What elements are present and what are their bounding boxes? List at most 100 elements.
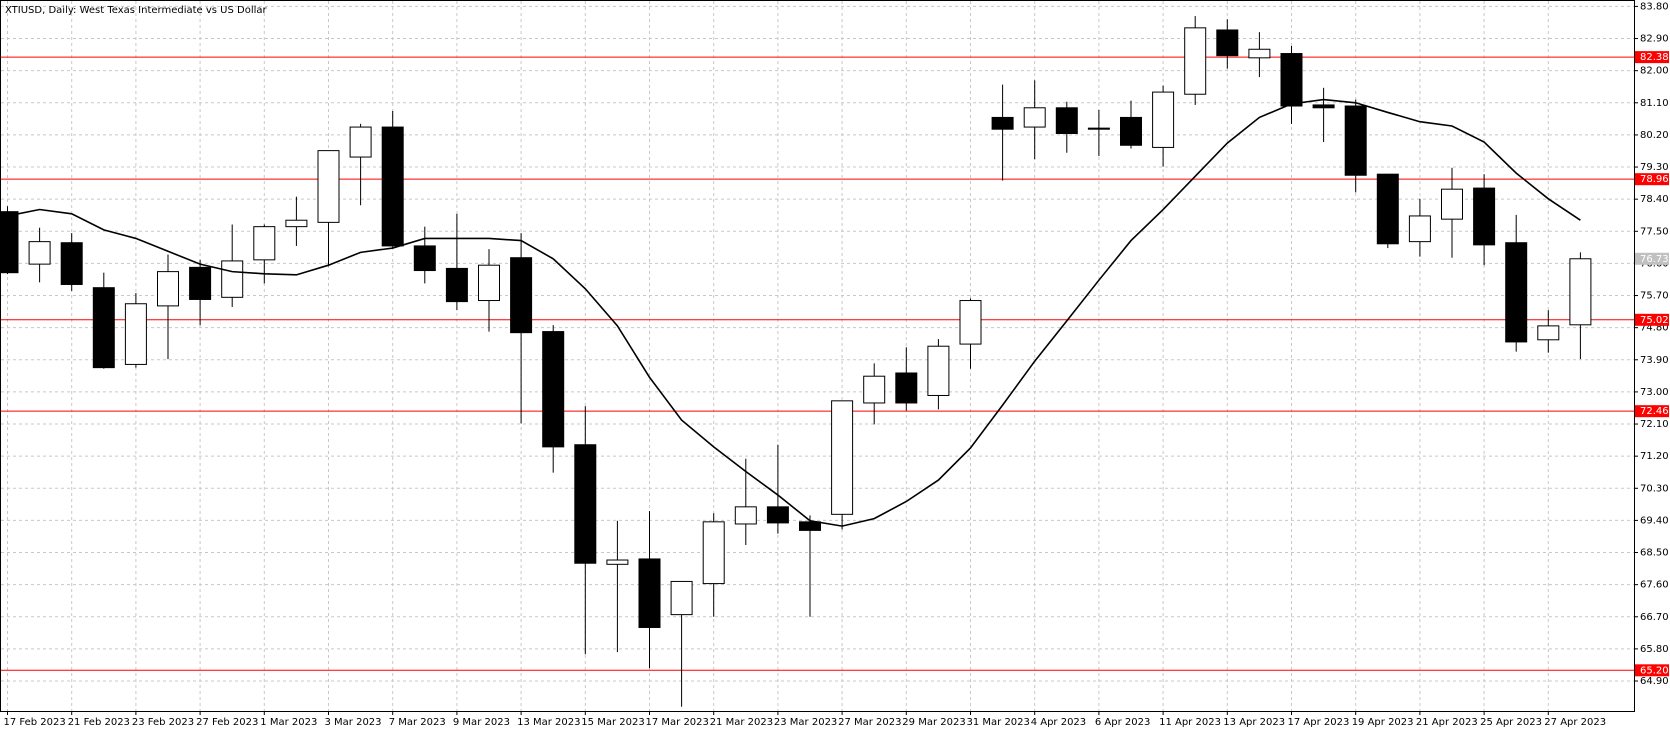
candle-body: [799, 521, 821, 531]
y-tick-label: 73.90: [1640, 355, 1669, 366]
candle-body: [1473, 187, 1496, 246]
x-tick-label: 1 Mar 2023: [260, 717, 317, 728]
candle-body: [959, 300, 982, 345]
x-tick-label: 23 Feb 2023: [132, 717, 194, 728]
x-tick-label: 27 Feb 2023: [196, 717, 258, 728]
candle-body: [349, 126, 372, 158]
level-label-box: [1635, 313, 1669, 326]
y-tick-label: 68.50: [1640, 548, 1669, 559]
candle-body: [189, 266, 212, 300]
x-tick-label: 29 Mar 2023: [902, 717, 965, 728]
candle-body: [1505, 242, 1528, 343]
candle-body: [92, 287, 115, 369]
x-tick-label: 7 Mar 2023: [389, 717, 446, 728]
candle-body: [1152, 91, 1175, 148]
x-tick-label: 13 Apr 2023: [1223, 717, 1285, 728]
level-label-box: [1635, 51, 1669, 64]
candle-body: [478, 264, 500, 302]
last-price-label: 76.73: [1640, 254, 1669, 265]
x-tick-label: 27 Mar 2023: [838, 717, 901, 728]
x-tick-label: 15 Mar 2023: [581, 717, 644, 728]
candle-body: [124, 303, 147, 365]
candle-body: [1023, 107, 1046, 128]
candle-body: [1216, 29, 1239, 57]
candle-body: [1569, 258, 1592, 326]
candle-body: [1184, 27, 1207, 95]
candle-body: [766, 506, 789, 524]
candle-body: [1087, 127, 1110, 130]
candle-body: [445, 267, 468, 303]
y-tick-label: 67.60: [1640, 580, 1669, 591]
candle-body: [702, 521, 725, 585]
y-tick-label: 78.40: [1640, 194, 1669, 205]
x-tick-label: 6 Apr 2023: [1095, 717, 1150, 728]
x-tick-label: 19 Apr 2023: [1352, 717, 1414, 728]
x-tick-label: 21 Mar 2023: [710, 717, 773, 728]
candle-body: [927, 345, 950, 396]
y-tick-label: 70.30: [1640, 483, 1669, 494]
candle-body: [1441, 188, 1463, 220]
candle-body: [510, 257, 533, 334]
y-tick-label: 75.70: [1640, 291, 1669, 302]
y-tick-label: 80.20: [1640, 130, 1669, 141]
candle-body: [1055, 107, 1078, 134]
y-tick-label: 82.90: [1640, 34, 1669, 45]
candle-body: [991, 116, 1014, 130]
candle-body: [1248, 48, 1271, 59]
y-tick-label: 72.10: [1640, 419, 1669, 430]
candle-body: [0, 211, 19, 274]
level-label: 78.96: [1640, 174, 1669, 185]
candle-body: [253, 226, 276, 261]
candle-body: [1537, 325, 1560, 341]
x-tick-label: 21 Feb 2023: [68, 717, 130, 728]
candle-body: [157, 271, 179, 307]
level-label-box: [1635, 405, 1669, 418]
level-label: 75.02: [1640, 315, 1669, 326]
x-tick-label: 17 Feb 2023: [4, 717, 66, 728]
candle-body: [574, 444, 597, 564]
x-tick-label: 21 Apr 2023: [1416, 717, 1478, 728]
x-tick-label: 4 Apr 2023: [1031, 717, 1086, 728]
candle-body: [638, 558, 661, 628]
x-tick-label: 31 Mar 2023: [967, 717, 1030, 728]
x-tick-label: 25 Apr 2023: [1480, 717, 1542, 728]
x-tick-label: 9 Mar 2023: [453, 717, 510, 728]
x-tick-label: 17 Mar 2023: [646, 717, 709, 728]
x-tick-label: 27 Apr 2023: [1544, 717, 1606, 728]
candle-body: [895, 372, 918, 404]
candle-body: [831, 400, 854, 515]
y-tick-label: 74.80: [1640, 323, 1669, 334]
candle-body: [1376, 173, 1399, 245]
level-label: 82.38: [1640, 52, 1669, 63]
candle-body: [542, 331, 565, 448]
level-label-box: [1635, 173, 1669, 186]
level-label: 65.20: [1640, 665, 1669, 676]
plot-frame: [0, 0, 1635, 712]
y-tick-label: 82.00: [1640, 66, 1669, 77]
x-tick-label: 23 Mar 2023: [774, 717, 837, 728]
candle-body: [381, 126, 404, 247]
level-label: 72.46: [1640, 406, 1669, 417]
y-tick-label: 65.80: [1640, 644, 1669, 655]
x-tick-label: 13 Mar 2023: [517, 717, 580, 728]
candle-body: [863, 375, 886, 404]
last-price-box: [1635, 252, 1669, 265]
x-tick-label: 3 Mar 2023: [325, 717, 382, 728]
candle-body: [317, 150, 340, 223]
level-label-box: [1635, 664, 1669, 677]
chart-title: XTIUSD, Daily: West Texas Intermediate v…: [5, 5, 268, 16]
candle-body: [606, 559, 629, 565]
y-tick-label: 77.50: [1640, 226, 1669, 237]
candle-body: [28, 241, 51, 265]
y-tick-label: 66.70: [1640, 612, 1669, 623]
y-tick-label: 71.20: [1640, 451, 1669, 462]
candle-body: [1312, 104, 1335, 109]
y-tick-label: 79.30: [1640, 162, 1669, 173]
candle-body: [285, 219, 308, 228]
candle-body: [1344, 105, 1367, 176]
candle-body: [670, 580, 693, 616]
x-tick-label: 17 Apr 2023: [1288, 717, 1350, 728]
y-tick-label: 73.00: [1640, 387, 1669, 398]
x-tick-label: 11 Apr 2023: [1159, 717, 1221, 728]
